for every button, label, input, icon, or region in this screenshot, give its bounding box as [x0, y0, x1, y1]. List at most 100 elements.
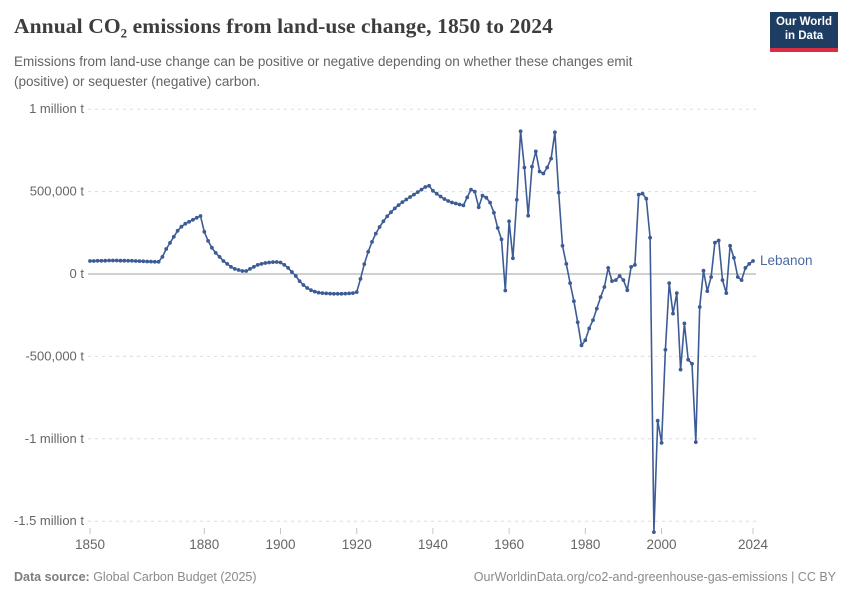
data-point[interactable] — [103, 258, 108, 263]
data-point[interactable] — [91, 259, 96, 263]
data-point[interactable] — [335, 291, 340, 296]
data-point[interactable] — [613, 278, 618, 282]
data-point[interactable] — [297, 279, 302, 283]
data-point[interactable] — [594, 306, 599, 311]
data-point[interactable] — [693, 440, 698, 444]
data-point[interactable] — [191, 217, 195, 222]
owid-logo[interactable]: Our World in Data — [770, 12, 838, 52]
data-point[interactable] — [743, 266, 748, 270]
data-point[interactable] — [271, 260, 275, 264]
data-point[interactable] — [267, 260, 271, 265]
data-point[interactable] — [671, 311, 675, 316]
data-point[interactable] — [301, 283, 306, 287]
data-point[interactable] — [606, 266, 611, 270]
data-point[interactable] — [320, 291, 325, 295]
data-point[interactable] — [312, 289, 317, 294]
data-point[interactable] — [663, 347, 668, 352]
data-point[interactable] — [126, 258, 130, 263]
data-point[interactable] — [217, 255, 222, 259]
data-point[interactable] — [636, 192, 641, 197]
data-point[interactable] — [114, 258, 119, 263]
data-point[interactable] — [434, 191, 439, 196]
data-point[interactable] — [705, 289, 710, 293]
series-label-lebanon[interactable]: Lebanon — [760, 253, 813, 268]
data-point[interactable] — [377, 225, 382, 229]
data-point[interactable] — [713, 240, 717, 245]
data-point[interactable] — [404, 197, 409, 202]
data-point[interactable] — [720, 278, 725, 282]
data-point[interactable] — [248, 267, 252, 271]
data-point[interactable] — [568, 281, 572, 285]
data-point[interactable] — [141, 259, 146, 264]
data-point[interactable] — [286, 266, 290, 270]
data-point[interactable] — [251, 265, 256, 269]
data-point[interactable] — [446, 199, 451, 203]
data-point[interactable] — [278, 260, 283, 265]
data-point[interactable] — [648, 235, 652, 240]
data-point[interactable] — [732, 255, 736, 260]
data-point[interactable] — [453, 201, 458, 206]
data-point[interactable] — [690, 361, 694, 366]
data-point[interactable] — [328, 291, 332, 296]
data-point[interactable] — [598, 295, 603, 299]
data-point[interactable] — [255, 263, 260, 267]
data-point[interactable] — [640, 191, 645, 196]
data-point[interactable] — [514, 197, 519, 202]
data-point[interactable] — [156, 259, 161, 264]
data-point[interactable] — [259, 262, 264, 266]
data-point[interactable] — [118, 258, 123, 263]
data-point[interactable] — [469, 187, 473, 192]
data-point[interactable] — [160, 255, 165, 259]
data-point[interactable] — [370, 240, 374, 244]
data-point[interactable] — [221, 259, 226, 263]
data-point[interactable] — [305, 286, 310, 290]
data-point[interactable] — [591, 318, 595, 322]
data-point[interactable] — [533, 149, 538, 154]
data-point[interactable] — [122, 258, 127, 263]
data-point[interactable] — [240, 269, 245, 273]
data-point[interactable] — [472, 189, 477, 194]
data-point[interactable] — [644, 196, 649, 201]
data-point[interactable] — [373, 231, 378, 236]
data-point[interactable] — [324, 291, 329, 296]
data-point[interactable] — [652, 530, 656, 534]
data-point[interactable] — [735, 275, 740, 279]
data-point[interactable] — [431, 188, 435, 193]
data-point[interactable] — [168, 241, 172, 245]
data-point[interactable] — [282, 263, 287, 267]
data-point[interactable] — [484, 195, 489, 200]
data-point[interactable] — [553, 130, 557, 135]
data-point[interactable] — [507, 219, 511, 224]
data-point[interactable] — [332, 291, 336, 296]
data-point[interactable] — [362, 262, 367, 266]
data-point[interactable] — [659, 441, 664, 445]
data-point[interactable] — [274, 260, 279, 264]
data-point[interactable] — [556, 190, 561, 195]
data-point[interactable] — [674, 291, 679, 295]
data-point[interactable] — [229, 265, 233, 269]
data-point[interactable] — [225, 262, 230, 266]
data-point[interactable] — [290, 270, 294, 274]
data-point[interactable] — [232, 267, 237, 271]
data-point[interactable] — [678, 367, 683, 372]
data-point[interactable] — [137, 259, 142, 263]
data-point[interactable] — [579, 343, 584, 348]
data-point[interactable] — [145, 259, 150, 264]
data-point[interactable] — [316, 290, 321, 295]
data-point[interactable] — [263, 261, 268, 265]
data-point[interactable] — [602, 285, 607, 289]
data-point[interactable] — [183, 221, 188, 226]
data-point[interactable] — [347, 291, 351, 296]
data-point[interactable] — [526, 213, 531, 218]
data-point[interactable] — [202, 229, 207, 234]
data-point[interactable] — [625, 288, 630, 293]
data-point[interactable] — [419, 187, 424, 192]
data-point[interactable] — [476, 205, 481, 210]
data-point[interactable] — [747, 262, 752, 266]
data-point[interactable] — [495, 226, 500, 230]
data-point[interactable] — [130, 258, 134, 263]
data-point[interactable] — [541, 171, 546, 176]
data-point[interactable] — [739, 278, 744, 282]
data-point[interactable] — [724, 291, 729, 295]
